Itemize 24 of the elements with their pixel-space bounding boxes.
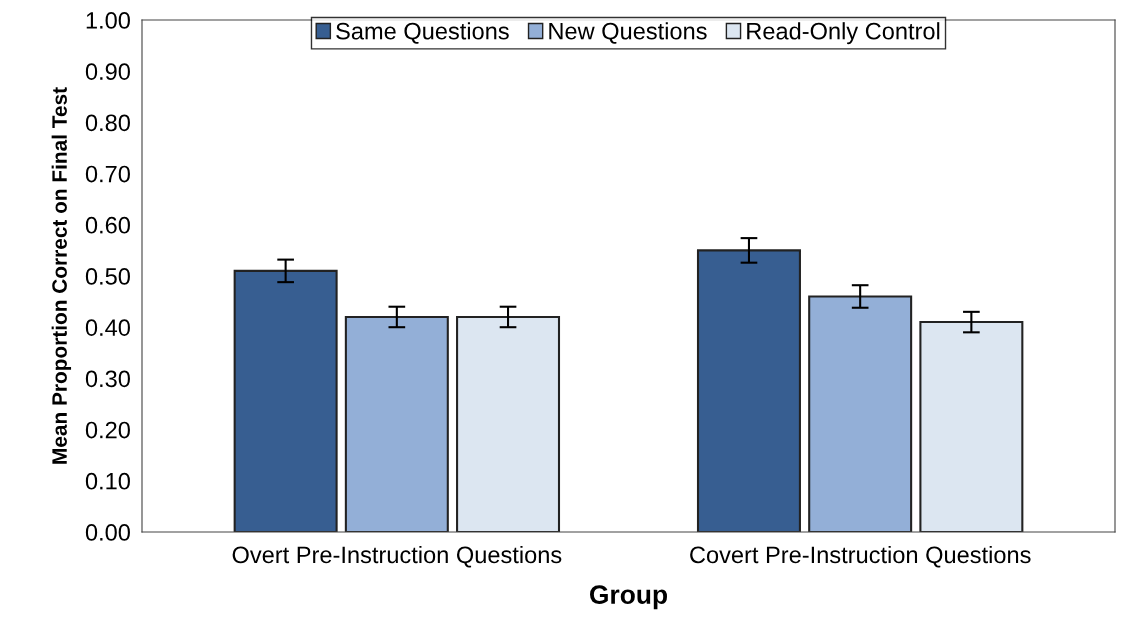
y-axis-title: Mean Proportion Correct on Final Test [51, 87, 72, 464]
legend-label: Read-Only Control [747, 22, 940, 45]
y-tick-label: 0.30 [85, 370, 130, 388]
legend-label: Same Questions [336, 22, 509, 44]
y-tick-label: 0.90 [85, 63, 130, 80]
y-tick-label: 0.80 [85, 114, 130, 132]
y-tick-label: 0.40 [85, 319, 130, 336]
y-tick-label: 0.70 [85, 165, 130, 183]
x-tick-label: Overt Pre-Instruction Questions [232, 545, 562, 568]
y-tick-label: 0.10 [85, 472, 130, 490]
legend-label: New Questions [549, 22, 707, 44]
y-tick-label: 0.60 [85, 216, 130, 234]
bar [696, 249, 801, 532]
x-tick-label: Covert Pre-Instruction Questions [690, 545, 1031, 568]
y-tick-label: 0.00 [85, 524, 130, 541]
y-tick-label: 0.50 [85, 268, 130, 285]
x-axis-title: Group [590, 585, 667, 610]
bar [344, 315, 449, 532]
y-tick-label: 0.20 [85, 421, 130, 439]
bar [808, 295, 913, 532]
bar [919, 321, 1024, 532]
bar [456, 315, 561, 532]
bar [233, 269, 338, 532]
y-tick-label: 1.00 [86, 12, 130, 29]
